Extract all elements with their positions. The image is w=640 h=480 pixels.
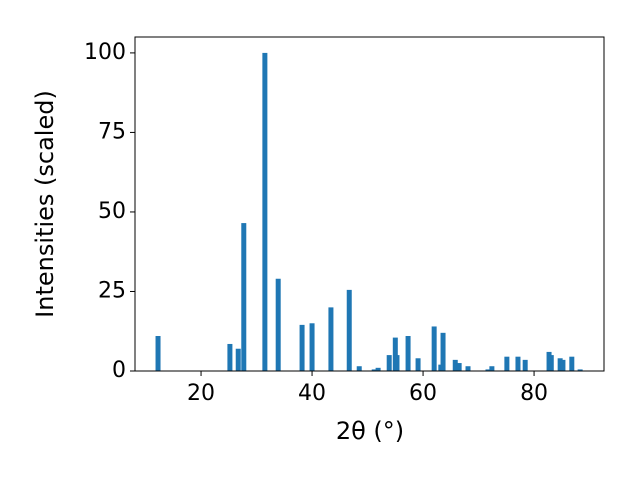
bar (431, 326, 437, 371)
x-tick-label: 60 (409, 381, 437, 406)
bar (569, 356, 575, 371)
bar (375, 367, 381, 371)
bar (548, 355, 554, 371)
bar (415, 358, 421, 371)
bar (515, 356, 521, 371)
y-tick-label: 25 (98, 278, 126, 303)
bar (309, 323, 315, 371)
y-tick-label: 50 (98, 199, 126, 224)
y-axis-label: Intensities (scaled) (31, 90, 59, 318)
bar (155, 336, 161, 371)
bar (241, 223, 247, 371)
bar (465, 366, 471, 371)
bar (262, 52, 268, 372)
bar (489, 366, 495, 371)
bar (392, 337, 398, 371)
bar (577, 369, 583, 371)
x-tick-label: 40 (298, 381, 326, 406)
bar (452, 359, 458, 371)
bar (522, 359, 528, 371)
bar (456, 363, 462, 371)
x-tick-label: 80 (520, 381, 548, 406)
bar (386, 355, 392, 371)
y-tick-label: 0 (112, 358, 126, 383)
bar (504, 356, 510, 371)
bar (235, 348, 241, 371)
plot-frame (134, 36, 605, 372)
bar (346, 289, 352, 371)
bar (299, 324, 305, 371)
bar (560, 359, 566, 371)
bar (356, 366, 362, 371)
y-tick-label: 100 (84, 40, 126, 65)
bar (557, 358, 563, 371)
bar (275, 278, 281, 371)
bar (328, 307, 334, 371)
bar (485, 369, 491, 371)
y-tick-label: 75 (98, 119, 126, 144)
bar (394, 355, 400, 371)
bar (371, 369, 377, 371)
x-tick-label: 20 (187, 381, 215, 406)
bar (227, 343, 233, 371)
bar (440, 332, 446, 371)
x-axis-label: 2θ (°) (336, 417, 404, 445)
bar (405, 336, 411, 371)
